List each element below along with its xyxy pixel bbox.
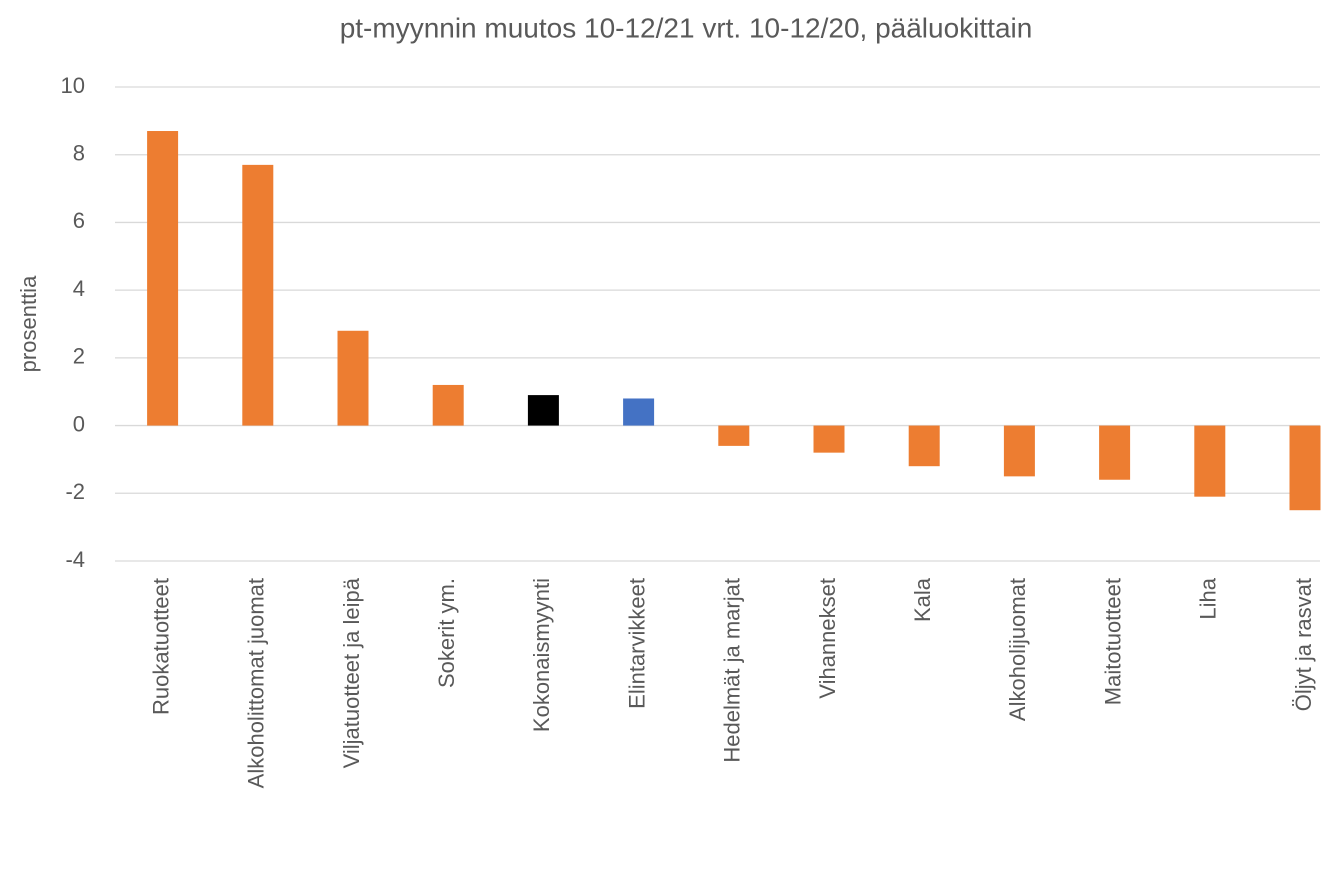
y-tick-label: 0 [73, 411, 85, 436]
x-tick-label: Kokonaismyynti [529, 578, 554, 732]
bar [242, 164, 274, 426]
bar [908, 425, 940, 467]
bar [1194, 425, 1226, 497]
x-tick-label: Öljyt ja rasvat [1291, 578, 1316, 711]
bar [432, 384, 464, 426]
x-tick-label: Vihannekset [815, 578, 840, 699]
y-tick-label: -4 [65, 547, 85, 572]
bar [718, 425, 750, 446]
x-tick-label: Liha [1196, 577, 1221, 619]
bar [147, 131, 179, 426]
x-tick-label: Alkoholittomat juomat [244, 578, 269, 788]
x-tick-label: Alkoholijuomat [1005, 578, 1030, 721]
bar [1289, 425, 1321, 511]
x-tick-label: Kala [910, 577, 935, 622]
bar [623, 398, 655, 426]
y-tick-label: 10 [61, 73, 85, 98]
y-axis-label: prosenttia [16, 275, 41, 372]
y-tick-label: 4 [73, 276, 85, 301]
y-tick-label: 8 [73, 141, 85, 166]
x-tick-label: Hedelmät ja marjat [720, 578, 745, 763]
x-tick-label: Maitotuotteet [1100, 578, 1125, 705]
y-tick-label: -2 [65, 479, 85, 504]
y-tick-label: 2 [73, 344, 85, 369]
bar [1099, 425, 1131, 480]
x-tick-label: Viljatuotteet ja leipä [339, 577, 364, 768]
chart-title: pt-myynnin muutos 10-12/21 vrt. 10-12/20… [340, 12, 1033, 43]
x-tick-label: Ruokatuotteet [148, 578, 173, 715]
bar [527, 395, 559, 426]
bar [337, 330, 369, 426]
bar [1003, 425, 1035, 477]
x-tick-label: Sokerit ym. [434, 578, 459, 688]
y-tick-label: 6 [73, 208, 85, 233]
bar [813, 425, 845, 453]
x-tick-label: Elintarvikkeet [624, 578, 649, 709]
